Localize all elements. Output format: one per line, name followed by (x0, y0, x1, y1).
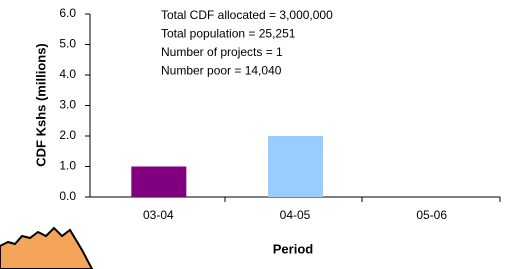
y-tick-label: 0.0 (59, 189, 76, 203)
y-tick-label: 3.0 (59, 98, 76, 112)
x-tick-label: 05-06 (416, 208, 447, 222)
mountain-icon (0, 228, 92, 269)
bar (131, 167, 186, 198)
y-tick-label: 1.0 (59, 159, 76, 173)
annotation: Total population = 25,251 (161, 27, 296, 41)
y-tick-label: 5.0 (59, 37, 76, 51)
x-tick-label: 04-05 (280, 208, 311, 222)
x-axis-title: Period (273, 241, 314, 256)
chart: CDF Kshs (millions) Period 0.0 1.0 2.0 3.0 4… (0, 0, 507, 269)
bar (268, 136, 323, 197)
annotation: Number poor = 14,040 (161, 64, 282, 78)
x-tick-label: 03-04 (143, 208, 174, 222)
annotation: Number of projects = 1 (161, 45, 283, 59)
y-tick-label: 6.0 (59, 6, 76, 20)
y-tick-label: 2.0 (59, 128, 76, 142)
annotation: Total CDF allocated = 3,000,000 (161, 8, 333, 22)
y-axis-title: CDF Kshs (millions) (33, 43, 48, 167)
y-tick-label: 4.0 (59, 67, 76, 81)
